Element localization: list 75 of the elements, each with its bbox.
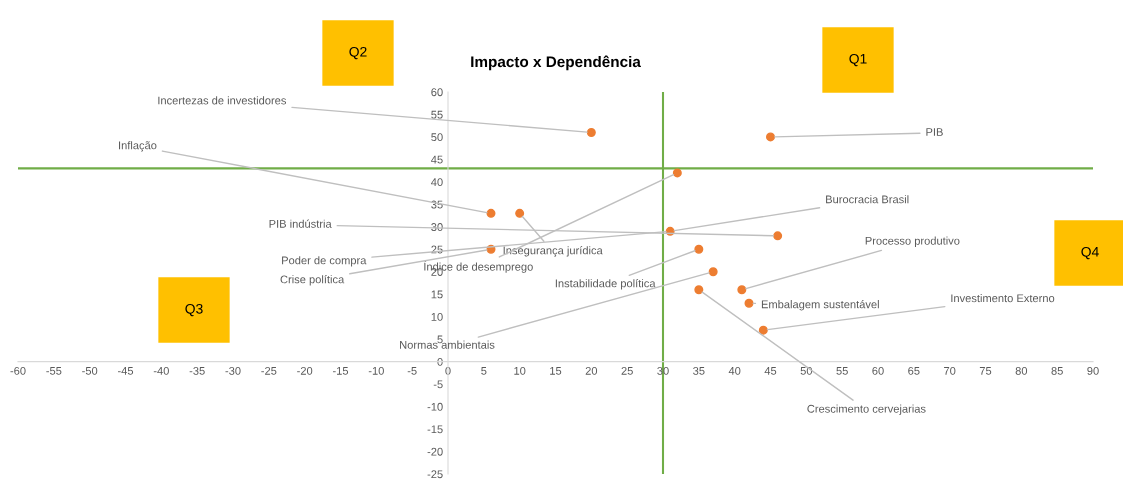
y-tick-label: 40 bbox=[431, 178, 443, 187]
x-tick-label: 50 bbox=[800, 366, 813, 375]
x-tick-label: 85 bbox=[1051, 366, 1063, 375]
point bbox=[737, 285, 747, 295]
x-tick-label: 45 bbox=[764, 367, 777, 375]
annotation: Q3 bbox=[185, 303, 203, 317]
x-tick-label: -15 bbox=[332, 367, 349, 375]
y-tick-label: -20 bbox=[427, 447, 443, 456]
point bbox=[766, 132, 775, 142]
x-tick-label: -35 bbox=[189, 366, 205, 375]
x-tick-label: 0 bbox=[445, 366, 451, 375]
y-tick-label: 10 bbox=[431, 312, 443, 321]
annotation: Burocracia Brasil bbox=[826, 195, 909, 204]
point bbox=[744, 298, 754, 308]
point bbox=[694, 285, 704, 295]
x-tick-label: 35 bbox=[693, 366, 705, 375]
y-tick-label: 25 bbox=[431, 245, 443, 254]
point bbox=[672, 168, 682, 178]
point bbox=[694, 244, 704, 254]
x-tick-label: 40 bbox=[728, 366, 741, 375]
annotation: Inflação bbox=[119, 141, 157, 152]
annotation: Investimento Externo bbox=[951, 294, 1055, 303]
y-tick-label: 45 bbox=[431, 155, 443, 164]
x-tick-label: -40 bbox=[153, 366, 169, 375]
y-tick-label: -15 bbox=[427, 425, 443, 434]
y-tick-label: 50 bbox=[431, 133, 443, 142]
annotation: Insegurança jurídica bbox=[503, 246, 603, 257]
annotation: Crescimento cervejarias bbox=[807, 404, 926, 415]
annotation: Embalagem sustentável bbox=[761, 299, 879, 311]
y-tick-label: 30 bbox=[431, 223, 443, 231]
point bbox=[708, 267, 718, 277]
x-tick-label: 75 bbox=[979, 367, 992, 375]
y-tick-label: 55 bbox=[431, 110, 443, 119]
x-tick-label: -20 bbox=[297, 366, 313, 375]
x-tick-label: 15 bbox=[550, 367, 562, 375]
x-tick-label: 70 bbox=[944, 366, 956, 375]
x-tick-label: -60 bbox=[10, 366, 26, 375]
x-tick-label: -45 bbox=[117, 367, 134, 375]
annotation: Instabilidade política bbox=[555, 279, 656, 290]
x-tick-label: -5 bbox=[407, 367, 417, 375]
x-tick-label: -55 bbox=[46, 367, 62, 375]
y-tick-label: -5 bbox=[433, 380, 443, 389]
annotation: PIB bbox=[926, 128, 943, 136]
annotation: Processo produtivo bbox=[865, 236, 960, 247]
x-tick-label: -25 bbox=[261, 366, 277, 375]
x-tick-label: 65 bbox=[908, 366, 920, 375]
annotation: Poder de compra bbox=[282, 256, 367, 267]
y-tick-label: 60 bbox=[431, 88, 443, 97]
x-tick-label: 25 bbox=[621, 366, 633, 375]
x-tick-label: -50 bbox=[82, 366, 98, 375]
point bbox=[773, 231, 783, 241]
x-tick-label: -30 bbox=[225, 366, 241, 375]
y-tick-label: -25 bbox=[427, 470, 443, 479]
point bbox=[515, 208, 525, 218]
annotation: PIB indústria bbox=[269, 219, 332, 228]
y-tick-label: 15 bbox=[431, 290, 443, 299]
x-tick-label: 80 bbox=[1015, 366, 1028, 375]
annotation: Incertezas de investidores bbox=[158, 96, 287, 105]
y-tick-label: 35 bbox=[431, 200, 443, 209]
x-tick-label: 90 bbox=[1087, 366, 1099, 375]
x-tick-label: 10 bbox=[514, 366, 526, 375]
chart-title: Impacto x Dependência bbox=[471, 55, 641, 71]
x-tick-label: 5 bbox=[481, 367, 487, 375]
annotation: Q4 bbox=[1081, 246, 1099, 260]
x-tick-label: -10 bbox=[368, 366, 384, 375]
point bbox=[486, 208, 496, 218]
text: Q1 bbox=[849, 53, 867, 67]
point bbox=[586, 127, 596, 137]
annotation: Crise política bbox=[280, 275, 345, 286]
point bbox=[758, 325, 768, 335]
y-tick-label: -10 bbox=[427, 402, 443, 411]
x-tick-label: 20 bbox=[585, 366, 598, 375]
x-tick-label: 60 bbox=[872, 366, 884, 375]
text: Q2 bbox=[349, 46, 367, 60]
x-tick-label: 55 bbox=[836, 367, 848, 375]
